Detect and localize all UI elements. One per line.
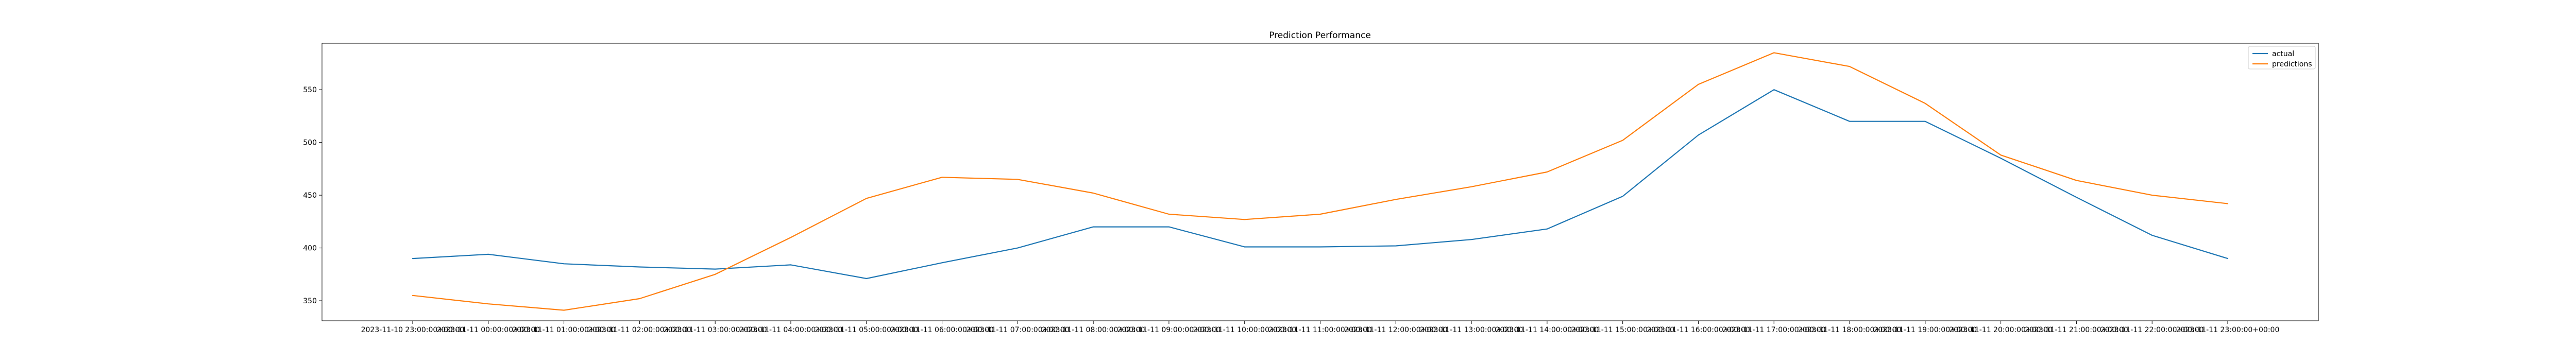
y-tick-label: 550: [303, 86, 317, 94]
x-tick-label: 2023-11-11 17:00:00+00:00: [1722, 326, 1826, 334]
x-tick-label: 2023-11-11 23:00:00+00:00: [2176, 326, 2280, 334]
x-tick-label: 2023-11-11 21:00:00+00:00: [2025, 326, 2128, 334]
x-tick-label: 2023-11-10 23:00:00+00:00: [361, 326, 465, 334]
x-tick-label: 2023-11-11 10:00:00+00:00: [1193, 326, 1296, 334]
x-tick-label: 2023-11-11 12:00:00+00:00: [1344, 326, 1448, 334]
x-tick-label: 2023-11-11 04:00:00+00:00: [739, 326, 843, 334]
legend-label-actual: actual: [2272, 50, 2294, 58]
x-tick-label: 2023-11-11 19:00:00+00:00: [1873, 326, 1977, 334]
x-tick-label: 2023-11-11 08:00:00+00:00: [1042, 326, 1145, 334]
x-tick-label: 2023-11-11 02:00:00+00:00: [588, 326, 691, 334]
y-axis: 350 400 450 500 550: [303, 86, 322, 305]
x-tick-label: 2023-11-11 11:00:00+00:00: [1268, 326, 1372, 334]
chart-title: Prediction Performance: [1269, 30, 1371, 41]
x-tick-label: 2023-11-11 16:00:00+00:00: [1647, 326, 1750, 334]
x-tick-label: 2023-11-11 09:00:00+00:00: [1117, 326, 1221, 334]
series-line-predictions: [412, 52, 2229, 311]
x-tick-label: 2023-11-11 05:00:00+00:00: [815, 326, 918, 334]
x-tick-label: 2023-11-11 00:00:00+00:00: [436, 326, 540, 334]
series-line-actual: [412, 89, 2229, 280]
x-tick-label: 2023-11-11 22:00:00+00:00: [2100, 326, 2204, 334]
y-tick-label: 350: [303, 297, 317, 305]
series-layer: [412, 52, 2229, 311]
x-tick-label: 2023-11-11 06:00:00+00:00: [890, 326, 994, 334]
x-tick-label: 2023-11-11 14:00:00+00:00: [1495, 326, 1599, 334]
x-tick-label: 2023-11-11 20:00:00+00:00: [1949, 326, 2053, 334]
x-tick-label: 2023-11-11 03:00:00+00:00: [664, 326, 767, 334]
y-tick-label: 500: [303, 139, 317, 147]
x-tick-label: 2023-11-11 13:00:00+00:00: [1420, 326, 1523, 334]
legend: actual predictions: [2248, 46, 2316, 70]
x-tick-label: 2023-11-11 01:00:00+00:00: [512, 326, 616, 334]
y-tick-label: 400: [303, 245, 317, 253]
legend-label-predictions: predictions: [2272, 60, 2312, 68]
x-tick-label: 2023-11-11 15:00:00+00:00: [1571, 326, 1674, 334]
x-tick-label: 2023-11-11 18:00:00+00:00: [1798, 326, 1902, 334]
x-tick-label: 2023-11-11 07:00:00+00:00: [966, 326, 1070, 334]
plot-frame: [321, 43, 2319, 321]
y-tick-label: 450: [303, 192, 317, 200]
